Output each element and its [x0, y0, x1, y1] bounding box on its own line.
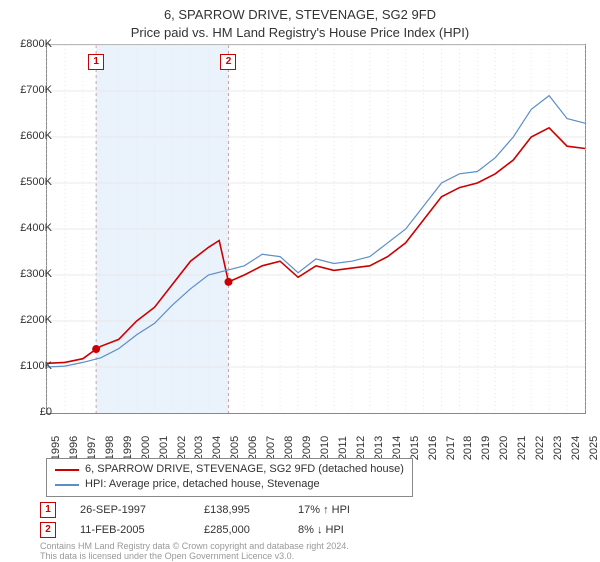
x-axis-tick-label: 1998	[104, 436, 116, 460]
y-axis-tick-label: £800K	[20, 38, 52, 50]
x-axis-tick-label: 2015	[409, 436, 421, 460]
sale-pct: 17% ↑ HPI	[298, 504, 388, 516]
x-axis-tick-label: 1997	[86, 436, 98, 460]
legend-swatch	[55, 469, 79, 471]
x-axis-tick-label: 1999	[122, 436, 134, 460]
chart-container: 6, SPARROW DRIVE, STEVENAGE, SG2 9FD Pri…	[0, 0, 600, 560]
x-axis-tick-label: 1996	[68, 436, 80, 460]
sale-pct: 8% ↓ HPI	[298, 524, 388, 536]
chart-plot-area	[46, 44, 586, 414]
sale-date: 11-FEB-2005	[80, 524, 180, 536]
sale-price: £285,000	[204, 524, 274, 536]
sales-row: 1 26-SEP-1997 £138,995 17% ↑ HPI	[40, 500, 388, 520]
x-axis-tick-label: 2018	[462, 436, 474, 460]
y-axis-tick-label: £200K	[20, 314, 52, 326]
x-axis-tick-label: 2012	[355, 436, 367, 460]
x-axis-tick-label: 2014	[391, 436, 403, 460]
x-axis-tick-label: 1995	[50, 436, 62, 460]
y-axis-tick-label: £300K	[20, 268, 52, 280]
legend-box: 6, SPARROW DRIVE, STEVENAGE, SG2 9FD (de…	[46, 458, 413, 497]
legend-item: 6, SPARROW DRIVE, STEVENAGE, SG2 9FD (de…	[55, 462, 404, 477]
x-axis-tick-label: 2001	[158, 436, 170, 460]
x-axis-tick-label: 2025	[588, 436, 600, 460]
y-axis-tick-label: £500K	[20, 176, 52, 188]
y-axis-tick-label: £0	[40, 406, 52, 418]
chart-marker-label: 1	[88, 54, 104, 70]
sale-price: £138,995	[204, 504, 274, 516]
title-line1: 6, SPARROW DRIVE, STEVENAGE, SG2 9FD	[0, 6, 600, 24]
footnote-line2: This data is licensed under the Open Gov…	[40, 552, 349, 562]
legend-label: 6, SPARROW DRIVE, STEVENAGE, SG2 9FD (de…	[85, 462, 404, 477]
chart-svg	[47, 45, 585, 413]
legend-swatch	[55, 484, 79, 486]
y-axis-tick-label: £700K	[20, 84, 52, 96]
x-axis-tick-label: 2010	[319, 436, 331, 460]
y-axis-tick-label: £600K	[20, 130, 52, 142]
x-axis-tick-label: 2022	[534, 436, 546, 460]
x-axis-tick-label: 2002	[176, 436, 188, 460]
y-axis-tick-label: £400K	[20, 222, 52, 234]
x-axis-tick-label: 2006	[247, 436, 259, 460]
x-axis-tick-label: 2017	[445, 436, 457, 460]
sale-marker-icon: 2	[40, 522, 56, 538]
chart-marker-label: 2	[220, 54, 236, 70]
title-line2: Price paid vs. HM Land Registry's House …	[0, 24, 600, 42]
footnote: Contains HM Land Registry data © Crown c…	[40, 542, 349, 562]
sale-marker-icon: 1	[40, 502, 56, 518]
x-axis-tick-label: 2009	[301, 436, 313, 460]
y-axis-tick-label: £100K	[20, 360, 52, 372]
x-axis-tick-label: 2023	[552, 436, 564, 460]
x-axis-tick-label: 2011	[337, 436, 349, 460]
sales-table: 1 26-SEP-1997 £138,995 17% ↑ HPI 2 11-FE…	[40, 500, 388, 540]
x-axis-tick-label: 2008	[283, 436, 295, 460]
x-axis-tick-label: 2024	[570, 436, 582, 460]
x-axis-tick-label: 2000	[140, 436, 152, 460]
x-axis-tick-label: 2013	[373, 436, 385, 460]
legend-label: HPI: Average price, detached house, Stev…	[85, 477, 320, 492]
x-axis-tick-label: 2019	[480, 436, 492, 460]
x-axis-tick-label: 2005	[229, 436, 241, 460]
x-axis-tick-label: 2020	[498, 436, 510, 460]
x-axis-tick-label: 2021	[516, 436, 528, 460]
sales-row: 2 11-FEB-2005 £285,000 8% ↓ HPI	[40, 520, 388, 540]
x-axis-tick-label: 2016	[427, 436, 439, 460]
legend-item: HPI: Average price, detached house, Stev…	[55, 477, 404, 492]
sale-date: 26-SEP-1997	[80, 504, 180, 516]
x-axis-tick-label: 2004	[211, 436, 223, 460]
x-axis-tick-label: 2007	[265, 436, 277, 460]
x-axis-tick-label: 2003	[193, 436, 205, 460]
title-block: 6, SPARROW DRIVE, STEVENAGE, SG2 9FD Pri…	[0, 0, 600, 42]
